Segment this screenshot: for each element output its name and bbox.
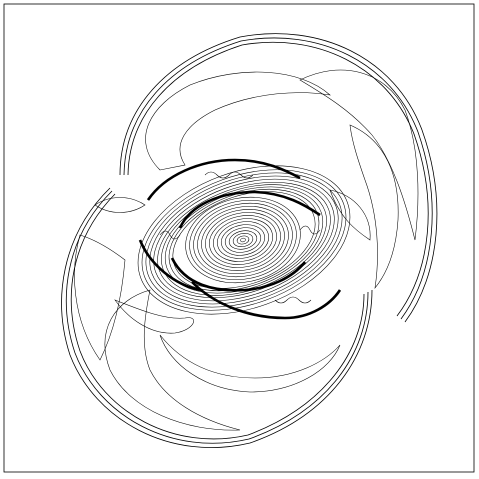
plot-frame — [3, 3, 475, 473]
upper-right-shock-contours — [119, 33, 438, 323]
shear-ripple-contours — [159, 171, 321, 304]
upper-region-contours — [145, 69, 419, 289]
lower-region-contours — [74, 197, 341, 431]
bold-shear-bands — [138, 158, 342, 320]
shear-layer-contours — [137, 165, 351, 315]
lower-left-shock-contours — [61, 187, 373, 448]
vortex-core-contours — [185, 196, 301, 284]
